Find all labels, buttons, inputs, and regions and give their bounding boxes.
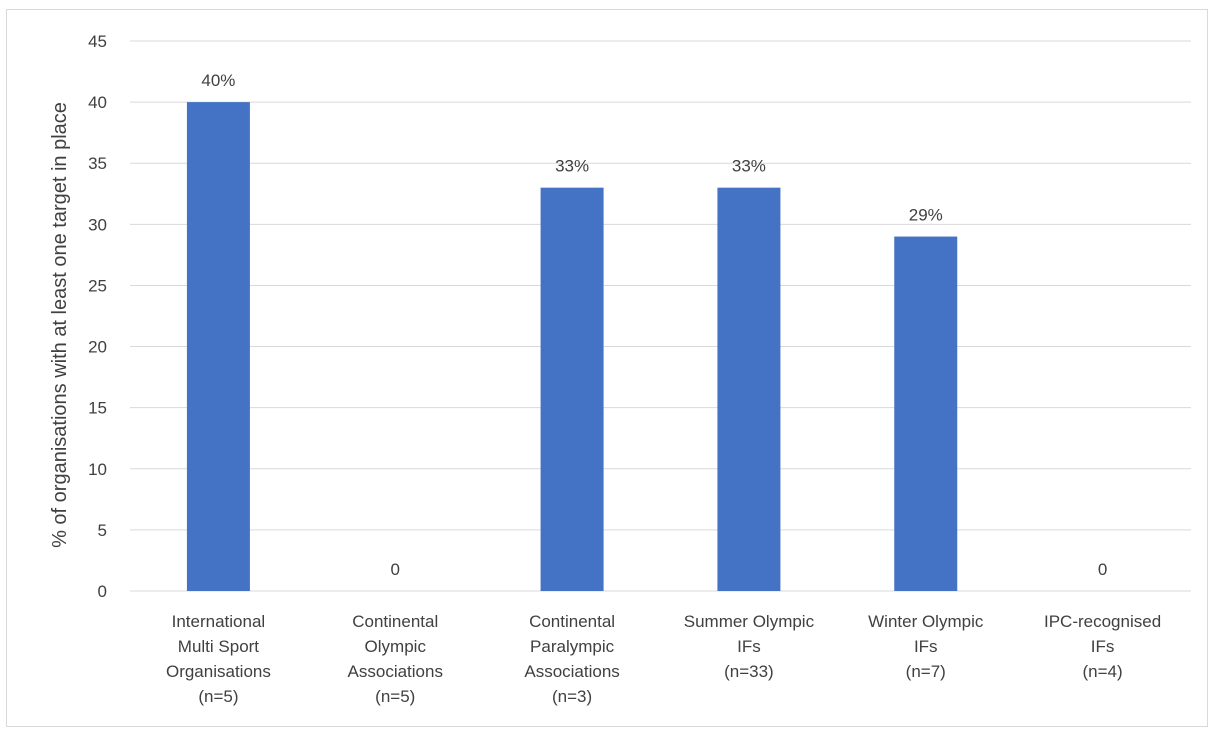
data-label: 33%	[732, 157, 766, 176]
x-category-label-line: (n=4)	[1082, 662, 1122, 681]
y-tick-label: 35	[88, 154, 107, 173]
x-category-label-line: Continental	[352, 612, 438, 631]
x-category-label: International Multi Sport Organisations (n=…	[166, 612, 271, 706]
x-category-label-line: (n=3)	[552, 687, 592, 706]
bar	[894, 236, 958, 592]
y-tick-label: 0	[98, 582, 107, 601]
y-tick-label: 30	[88, 215, 107, 234]
gridlines	[130, 40, 1191, 592]
data-label: 0	[391, 560, 400, 579]
x-category-label-line: Organisations	[166, 662, 271, 681]
x-category-label-line: International	[172, 612, 266, 631]
y-tick-label: 20	[88, 338, 107, 357]
x-category-label-line: Multi Sport	[178, 637, 260, 656]
x-category-label: Summer Olympic IFs (n=33)	[684, 612, 815, 681]
x-category-label-line: IFs	[914, 637, 938, 656]
y-tick-label: 10	[88, 460, 107, 479]
data-label: 33%	[555, 157, 589, 176]
x-category-label: Continental Paralympic Associations (n=3)	[524, 612, 619, 706]
y-tick-label: 15	[88, 399, 107, 418]
data-label: 29%	[909, 206, 943, 225]
data-label: 0	[1098, 560, 1107, 579]
bar	[717, 187, 781, 591]
bar	[540, 187, 604, 591]
x-category-label-line: IPC-recognised	[1044, 612, 1161, 631]
x-category-label: Continental Olympic Associations (n=5)	[348, 612, 443, 706]
x-axis-labels: International Multi Sport Organisations (n=…	[166, 612, 1161, 706]
x-category-label: Winter Olympic IFs (n=7)	[868, 612, 984, 681]
x-category-label-line: (n=5)	[375, 687, 415, 706]
x-category-label-line: Continental	[529, 612, 615, 631]
y-axis-title: % of organisations with at least one tar…	[49, 102, 71, 548]
y-tick-label: 5	[98, 521, 107, 540]
x-category-label-line: Associations	[348, 662, 443, 681]
y-axis-ticks: 0 5 10 15 20 25 30 35 40 45	[88, 32, 107, 601]
data-label: 40%	[201, 71, 235, 90]
x-category-label-line: (n=5)	[198, 687, 238, 706]
x-category-label-line: IFs	[1091, 637, 1115, 656]
data-labels: 40% 0 33% 33% 29% 0	[201, 71, 1107, 579]
x-category-label: IPC-recognised IFs (n=4)	[1044, 612, 1161, 681]
x-category-label-line: Associations	[524, 662, 619, 681]
y-tick-label: 40	[88, 93, 107, 112]
bars	[186, 102, 958, 592]
x-category-label-line: Olympic	[365, 637, 427, 656]
x-category-label-line: (n=33)	[724, 662, 774, 681]
x-category-label-line: IFs	[737, 637, 761, 656]
x-category-label-line: (n=7)	[906, 662, 946, 681]
y-tick-label: 25	[88, 276, 107, 295]
x-category-label-line: Winter Olympic	[868, 612, 984, 631]
x-category-label-line: Paralympic	[530, 637, 615, 656]
y-tick-label: 45	[88, 32, 107, 51]
x-category-label-line: Summer Olympic	[684, 612, 815, 631]
bar	[186, 102, 250, 591]
